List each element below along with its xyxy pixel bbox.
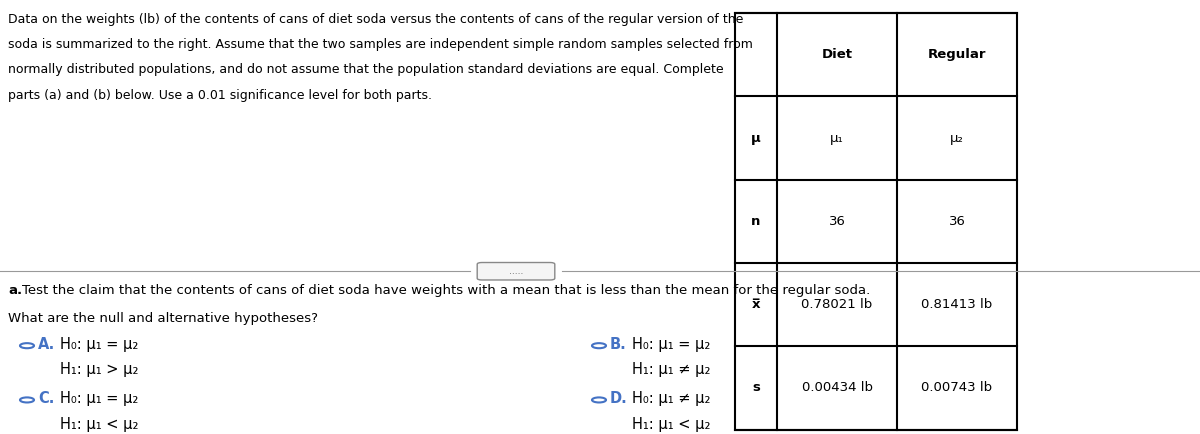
Text: Data on the weights (lb) of the contents of cans of diet soda versus the content: Data on the weights (lb) of the contents… xyxy=(8,13,743,26)
Text: H₁: μ₁ ≠ μ₂: H₁: μ₁ ≠ μ₂ xyxy=(632,362,710,377)
Text: H₀: μ₁ = μ₂: H₀: μ₁ = μ₂ xyxy=(60,391,138,406)
Text: 36: 36 xyxy=(948,215,966,228)
Circle shape xyxy=(592,398,606,402)
Text: parts (a) and (b) below. Use a 0.01 significance level for both parts.: parts (a) and (b) below. Use a 0.01 sign… xyxy=(8,89,432,102)
Text: H₀: μ₁ = μ₂: H₀: μ₁ = μ₂ xyxy=(632,337,710,352)
Text: H₀: μ₁ = μ₂: H₀: μ₁ = μ₂ xyxy=(60,337,138,352)
Text: A.: A. xyxy=(38,337,55,352)
Circle shape xyxy=(592,343,606,348)
Text: 0.81413 lb: 0.81413 lb xyxy=(922,298,992,311)
Text: C.: C. xyxy=(38,391,54,406)
Text: D.: D. xyxy=(610,391,628,406)
Text: .....: ..... xyxy=(509,267,523,276)
Text: a.: a. xyxy=(8,284,22,297)
Text: n: n xyxy=(751,215,761,228)
Text: H₀: μ₁ ≠ μ₂: H₀: μ₁ ≠ μ₂ xyxy=(632,391,710,406)
Text: What are the null and alternative hypotheses?: What are the null and alternative hypoth… xyxy=(8,312,318,326)
Text: x̅: x̅ xyxy=(751,298,761,311)
Text: soda is summarized to the right. Assume that the two samples are independent sim: soda is summarized to the right. Assume … xyxy=(8,38,752,51)
Text: μ: μ xyxy=(751,132,761,145)
Text: μ₁: μ₁ xyxy=(830,132,844,145)
Text: 0.78021 lb: 0.78021 lb xyxy=(802,298,872,311)
Circle shape xyxy=(20,398,34,402)
Text: H₁: μ₁ < μ₂: H₁: μ₁ < μ₂ xyxy=(632,417,710,431)
Text: 0.00434 lb: 0.00434 lb xyxy=(802,381,872,395)
Text: s: s xyxy=(752,381,760,395)
Text: 0.00743 lb: 0.00743 lb xyxy=(922,381,992,395)
Text: Regular: Regular xyxy=(928,48,986,61)
Text: B.: B. xyxy=(610,337,626,352)
Text: 36: 36 xyxy=(828,215,846,228)
Text: Test the claim that the contents of cans of diet soda have weights with a mean t: Test the claim that the contents of cans… xyxy=(22,284,870,297)
Text: Diet: Diet xyxy=(822,48,852,61)
Text: H₁: μ₁ > μ₂: H₁: μ₁ > μ₂ xyxy=(60,362,138,377)
Bar xyxy=(734,13,1018,430)
FancyBboxPatch shape xyxy=(478,263,554,280)
Text: H₁: μ₁ < μ₂: H₁: μ₁ < μ₂ xyxy=(60,417,138,431)
Text: normally distributed populations, and do not assume that the population standard: normally distributed populations, and do… xyxy=(8,63,724,76)
Text: μ₂: μ₂ xyxy=(950,132,964,145)
Circle shape xyxy=(20,343,34,348)
